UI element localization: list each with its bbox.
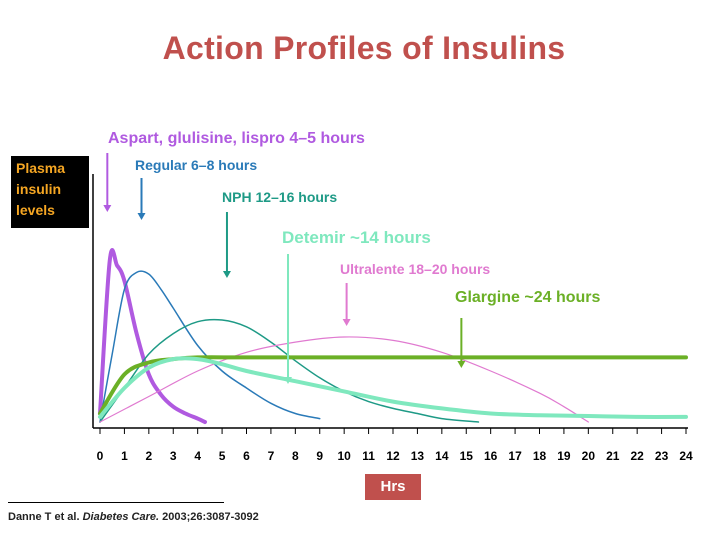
citation: Danne T et al. Diabetes Care. 2003;26:30… <box>8 511 259 523</box>
annotation-label-nph-12-16-hours: NPH 12–16 hours <box>222 189 337 205</box>
x-tick-label: 9 <box>316 449 323 463</box>
x-tick-label: 18 <box>533 449 547 463</box>
annotation-arrowhead-ultralente-18-20-hours <box>342 319 351 326</box>
x-tick-label: 11 <box>362 449 375 463</box>
y-axis-label-line: insulin <box>16 181 62 197</box>
x-tick-label: 20 <box>582 449 596 463</box>
x-tick-label: 3 <box>170 449 177 463</box>
x-tick-label: 5 <box>219 449 226 463</box>
x-tick-label: 8 <box>292 449 299 463</box>
series-line-ultralente-18-20-hours <box>99 336 589 423</box>
chart-title: Action Profiles of Insulins <box>162 30 566 66</box>
x-tick-label: 14 <box>435 449 449 463</box>
x-tick-label: 15 <box>460 449 474 463</box>
annotation-label-regular-6-8-hours: Regular 6–8 hours <box>135 157 257 173</box>
annotation-arrowhead-aspart-glulisine-lispro-4-5-hours <box>103 205 112 212</box>
citation-rule <box>8 502 224 503</box>
x-tick-label: 21 <box>606 449 620 463</box>
annotation-arrowhead-glargine-24-hours <box>457 361 466 368</box>
x-tick-label: 16 <box>484 449 498 463</box>
series-line-nph-12-16-hours <box>99 318 480 423</box>
x-tick-label: 7 <box>268 449 275 463</box>
citation-authors: Danne T et al. <box>8 511 80 523</box>
x-tick-label: 22 <box>630 449 644 463</box>
annotation-label-aspart-glulisine-lispro-4-5-hours: Aspart, glulisine, lispro 4–5 hours <box>108 130 365 147</box>
x-tick-label: 1 <box>121 449 128 463</box>
series-line-regular-6-8-hours <box>99 270 321 423</box>
annotation-label-glargine-24-hours: Glargine ~24 hours <box>455 289 600 306</box>
annotation-arrowhead-nph-12-16-hours <box>222 271 231 278</box>
y-axis-label-line: levels <box>16 202 55 218</box>
x-tick-label: 0 <box>97 449 104 463</box>
series-line-glargine-24-hours <box>98 355 688 416</box>
annotation-label-detemir-14-hours: Detemir ~14 hours <box>282 228 431 247</box>
x-tick-label: 13 <box>411 449 425 463</box>
citation-journal: Diabetes Care. <box>82 511 160 523</box>
x-tick-label: 17 <box>508 449 522 463</box>
x-tick-label: 12 <box>386 449 400 463</box>
y-axis-label: Plasma insulin levels <box>11 156 89 228</box>
x-tick-label: 6 <box>243 449 250 463</box>
x-tick-label: 2 <box>145 449 152 463</box>
citation-ref: 2003;26:3087-3092 <box>162 511 259 523</box>
y-axis-label-line: Plasma <box>16 160 66 176</box>
x-axis-label: Hrs <box>365 474 421 500</box>
x-tick-label: 23 <box>655 449 669 463</box>
annotation-arrowhead-regular-6-8-hours <box>137 213 146 220</box>
annotation-label-ultralente-18-20-hours: Ultralente 18–20 hours <box>340 261 490 277</box>
x-tick-label: 4 <box>194 449 201 463</box>
x-tick-label: 10 <box>337 449 351 463</box>
annotation-arrowhead-detemir-14-hours <box>284 377 293 384</box>
x-tick-label: 19 <box>557 449 571 463</box>
series-line-detemir-14-hours <box>98 356 688 419</box>
x-tick-label: 24 <box>679 449 693 463</box>
